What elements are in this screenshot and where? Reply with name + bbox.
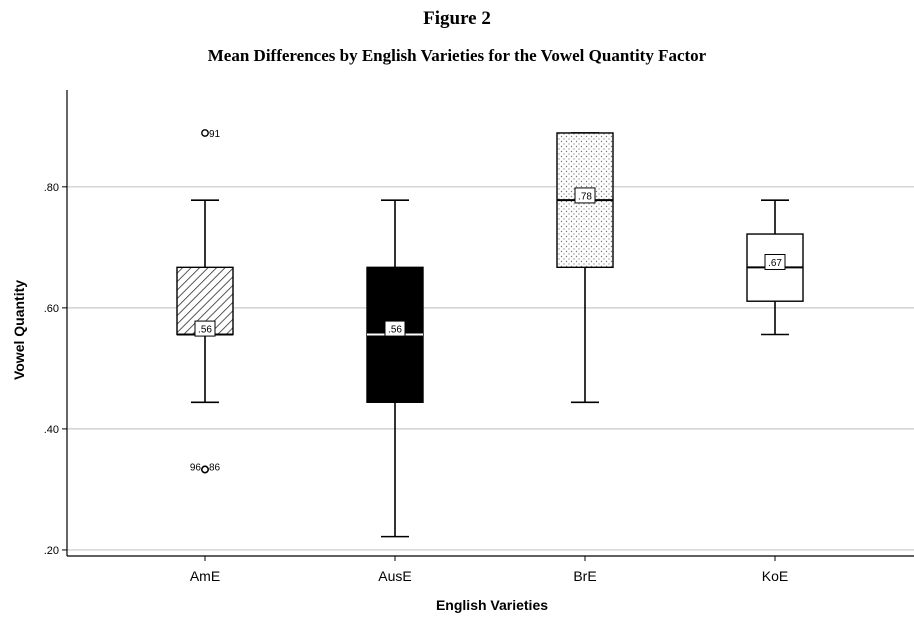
outlier-label: 91	[209, 129, 221, 140]
mean-label: .56	[388, 325, 402, 336]
mean-label-box	[574, 187, 596, 204]
axes: .20 .40 .60 .80 AmE AusE BrE KoE	[44, 90, 914, 584]
y-axis-title: Vowel Quantity	[11, 280, 27, 380]
outlier-point	[201, 465, 209, 474]
box-AusE: .56	[366, 199, 424, 538]
y-tick-label: .80	[44, 182, 59, 194]
x-tick-label: KoE	[762, 568, 788, 584]
mean-label-box	[764, 254, 786, 271]
mean-label: .56	[198, 325, 212, 336]
outlier-point	[201, 129, 209, 137]
mean-label-box	[194, 320, 216, 337]
x-axis-title: English Varieties	[436, 597, 548, 613]
mean-label: .67	[768, 258, 782, 269]
box-BrE: .78	[556, 132, 614, 404]
y-tick-label: .20	[44, 545, 59, 557]
figure-label: Figure 2	[423, 8, 491, 29]
outlier-label: 86	[209, 462, 221, 473]
boxes: .56 91 96 86 .56 .78 .67	[176, 129, 804, 538]
box-KoE: .67	[746, 199, 804, 336]
x-tick-label: BrE	[573, 568, 596, 584]
outlier-label: 96	[190, 462, 202, 473]
mean-label-box	[384, 320, 406, 337]
y-tick-label: .60	[44, 303, 59, 315]
y-tick-label: .40	[44, 424, 59, 436]
x-tick-label: AmE	[190, 568, 220, 584]
mean-label: .78	[578, 191, 592, 202]
x-tick-label: AusE	[378, 568, 411, 584]
box-AmE: .56 91 96 86	[176, 129, 234, 474]
figure-title: Mean Differences by English Varieties fo…	[207, 46, 707, 65]
